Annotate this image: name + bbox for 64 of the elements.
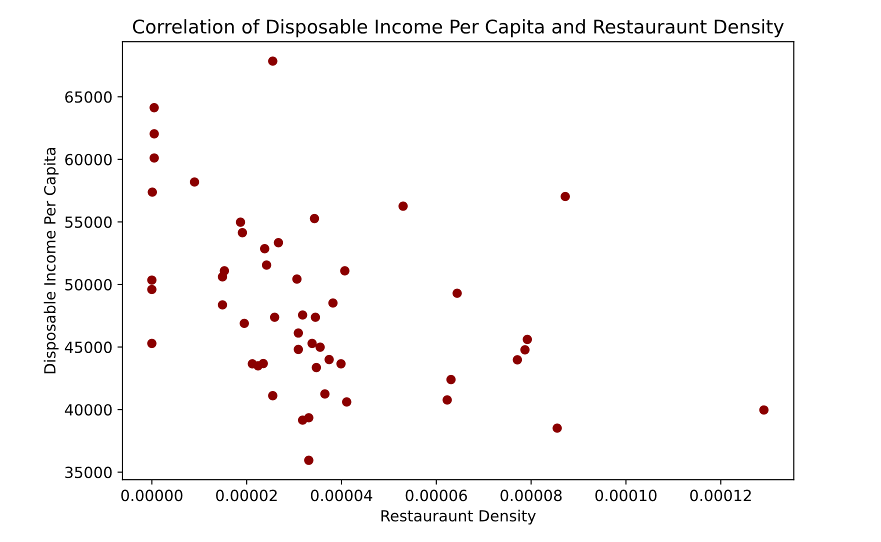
point	[298, 310, 308, 320]
y-tick-label: 65000	[65, 91, 112, 103]
point	[328, 298, 338, 308]
point	[258, 358, 268, 368]
point	[310, 214, 320, 224]
point	[268, 56, 278, 66]
chart-title: Correlation of Disposable Income Per Capita and Restauraunt Density	[133, 19, 784, 38]
x-axis-title: Restauraunt Density	[381, 510, 536, 525]
point	[150, 153, 159, 163]
point	[268, 391, 278, 400]
point	[324, 354, 334, 364]
y-tick-label: 60000	[65, 154, 112, 166]
point	[218, 272, 228, 282]
point	[307, 338, 317, 348]
point	[336, 359, 346, 368]
point	[270, 312, 280, 322]
y-tick-label: 40000	[64, 404, 112, 416]
point	[442, 395, 452, 405]
point	[452, 288, 462, 298]
x-tick-label: 0.00004	[310, 490, 372, 502]
point	[240, 318, 249, 328]
point	[147, 338, 157, 348]
point	[147, 275, 157, 285]
point	[147, 284, 157, 294]
point	[236, 218, 246, 227]
x-tick-label: 0.00002	[216, 490, 277, 502]
point	[190, 177, 200, 187]
point	[150, 129, 159, 138]
x-tick-label: 0.00008	[500, 490, 562, 502]
point	[294, 344, 304, 354]
x-tick-label: 0.00010	[595, 490, 657, 502]
point	[294, 328, 304, 338]
point	[292, 274, 302, 284]
point	[274, 238, 284, 248]
point	[316, 342, 325, 352]
point	[342, 397, 352, 407]
point	[512, 355, 522, 364]
y-tick-label: 55000	[65, 216, 112, 228]
point	[759, 405, 769, 415]
point	[340, 266, 350, 276]
point	[552, 423, 562, 433]
x-tick-label: 0.00012	[690, 490, 751, 502]
point	[312, 362, 322, 372]
point	[310, 312, 320, 322]
point	[218, 300, 228, 310]
point	[522, 334, 532, 344]
y-tick-label: 45000	[64, 342, 112, 354]
x-tick-label: 0.00006	[406, 490, 467, 502]
point	[304, 456, 314, 465]
y-tick-label: 50000	[65, 278, 112, 290]
point	[520, 345, 530, 354]
point	[262, 260, 272, 270]
point	[150, 103, 159, 112]
point	[398, 201, 408, 211]
point	[446, 374, 456, 384]
point	[304, 413, 314, 422]
y-axis-title: Disposable Income Per Capita	[44, 148, 59, 374]
point	[560, 192, 570, 202]
point	[148, 187, 157, 197]
x-tick-label: 0.00000	[121, 490, 182, 502]
y-tick-label: 35000	[65, 466, 112, 478]
point	[260, 244, 270, 254]
point	[238, 228, 248, 238]
point	[320, 389, 330, 399]
